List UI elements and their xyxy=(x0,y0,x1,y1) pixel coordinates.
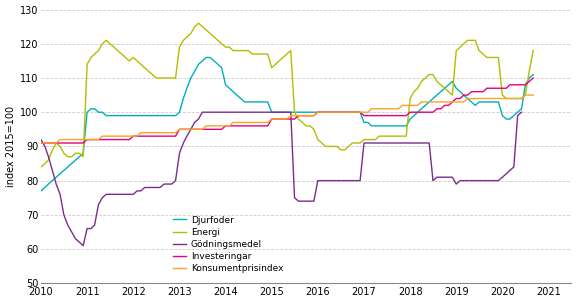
Line: Djurfoder: Djurfoder xyxy=(41,58,533,191)
Line: Investeringar: Investeringar xyxy=(41,78,533,143)
Line: Energi: Energi xyxy=(41,23,533,167)
Legend: Djurfoder, Energi, Gödningsmedel, Investeringar, Konsumentprisindex: Djurfoder, Energi, Gödningsmedel, Invest… xyxy=(173,216,283,273)
Line: Konsumentprisindex: Konsumentprisindex xyxy=(41,95,533,143)
Line: Gödningsmedel: Gödningsmedel xyxy=(41,112,522,246)
Y-axis label: index 2015=100: index 2015=100 xyxy=(6,106,16,187)
